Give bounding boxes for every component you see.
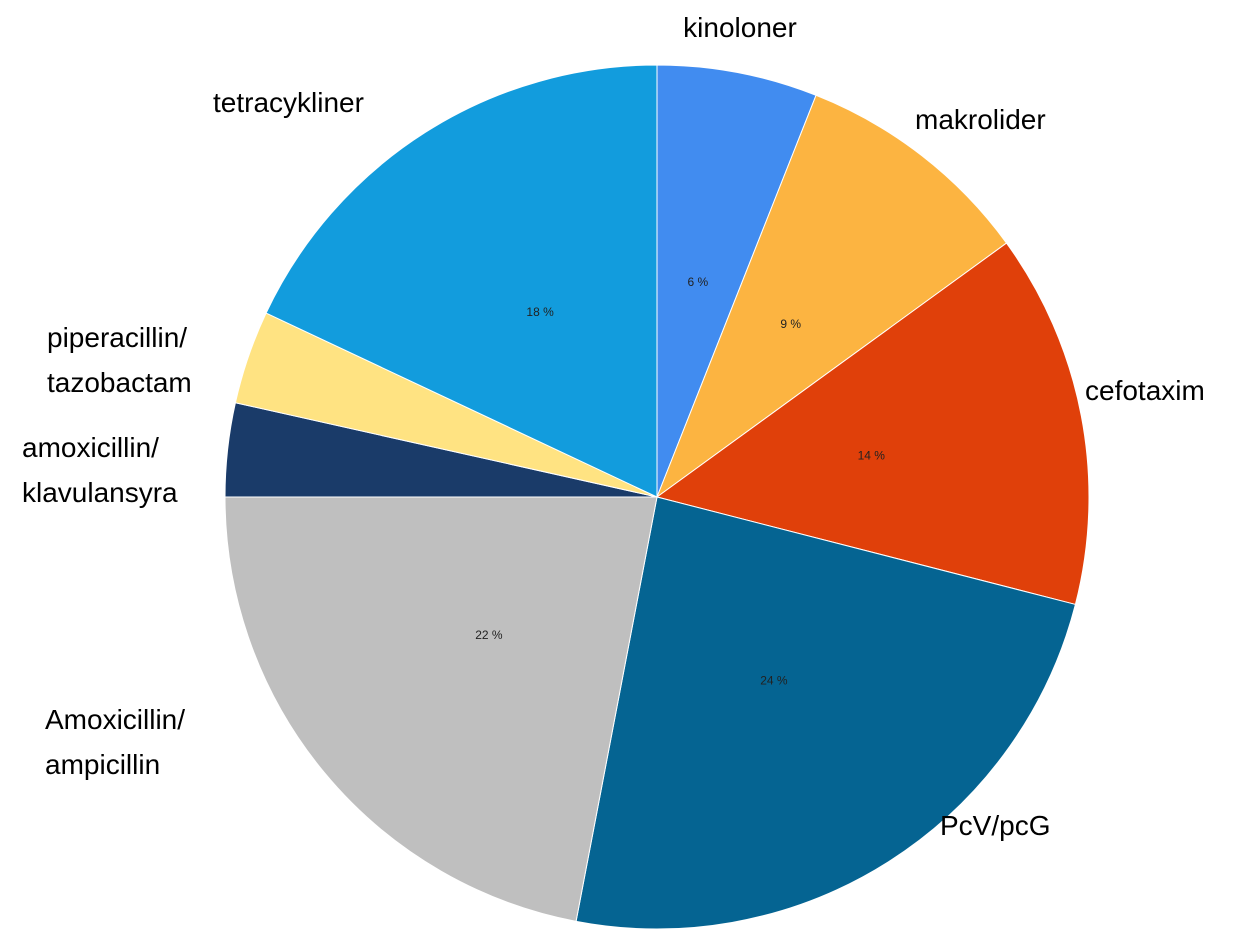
slice-label: piperacillin/tazobactam: [47, 322, 192, 398]
slice-label: kinoloner: [683, 12, 797, 43]
pie-slice: [655, 94, 1008, 499]
slice-label: tetracykliner: [213, 87, 364, 118]
slice-label: PcV/pcG: [940, 810, 1050, 841]
pie-slice: [655, 242, 1090, 606]
pie-slice: [575, 496, 1077, 930]
data-label: 6 %: [688, 275, 709, 289]
data-label: 9 %: [780, 317, 801, 331]
slice-label: Amoxicillin/ampicillin: [45, 704, 185, 780]
data-label: 22 %: [475, 628, 503, 642]
slice-label: cefotaxim: [1085, 375, 1205, 406]
data-label: 14 %: [858, 448, 886, 462]
data-label: 24 %: [760, 673, 788, 687]
slice-label: amoxicillin/klavulansyra: [22, 432, 178, 508]
pie-slice: [656, 64, 817, 498]
pie-slice: [265, 64, 658, 498]
slice-label: makrolider: [915, 104, 1046, 135]
pie-slice: [224, 496, 658, 922]
data-label: 18 %: [526, 305, 554, 319]
